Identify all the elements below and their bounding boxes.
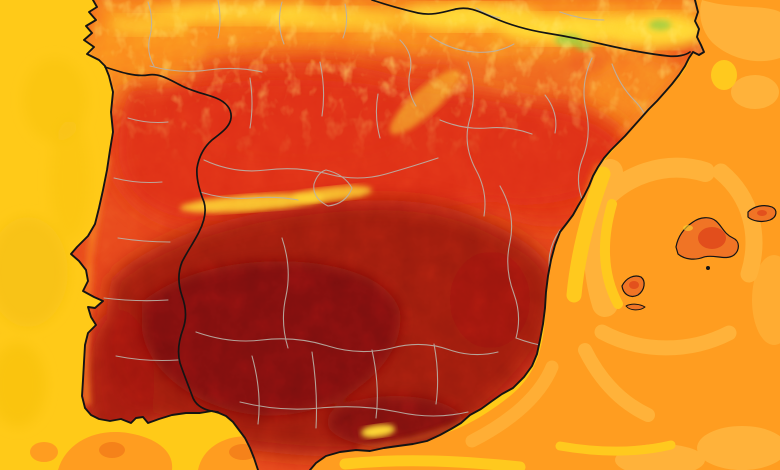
sea-patch (30, 442, 58, 462)
boundary-line (195, 331, 499, 356)
sea-swirl (711, 60, 737, 90)
boundary-line (103, 297, 169, 302)
boundary-line (371, 349, 378, 419)
boundary-line (433, 343, 439, 405)
boundary-line (311, 351, 318, 429)
sea-swirl (578, 343, 655, 422)
boundary-line (466, 61, 486, 217)
boundary-line (439, 119, 533, 135)
sea-swirl-yellow-fills (711, 60, 737, 90)
boundary-line (342, 3, 348, 39)
sea-swirl (731, 75, 779, 109)
island-formentera (625, 303, 646, 311)
boundary-line (217, 0, 221, 39)
boundary-line (281, 237, 289, 349)
mediterranean-coastline (309, 0, 705, 470)
boundary-line (319, 61, 325, 117)
boundary-line (375, 93, 381, 139)
ibiza-core (629, 281, 639, 289)
sea-patch (99, 442, 125, 458)
island-hot-cores (629, 210, 767, 289)
atlantic-coastline (70, 0, 259, 470)
sea-swirl-yellow-arcs (339, 166, 676, 470)
atlantic-shade-patches (0, 58, 90, 427)
boundary-line (149, 65, 263, 73)
sea-swirl-light-fills (615, 0, 780, 470)
mallorca-core (698, 227, 726, 249)
boundary-line (577, 57, 593, 205)
boundary-line (278, 1, 285, 45)
boundary-line (499, 185, 520, 339)
boundary-line (117, 237, 171, 243)
sea-swirl (339, 455, 526, 470)
boundary-line (313, 169, 353, 207)
boundary-line (544, 94, 557, 134)
country-borders (104, 0, 691, 413)
portugal-spain-border (104, 66, 232, 413)
boundary-line (147, 1, 155, 67)
sea-swirl (555, 440, 676, 456)
mountain-speckle (88, 0, 704, 160)
sea-swirl (700, 0, 780, 62)
sea-swirl (600, 199, 623, 309)
boundary-line (249, 77, 253, 129)
coastline (70, 0, 705, 470)
sea-swirl (465, 360, 559, 448)
boundary-line (113, 177, 163, 184)
boundary-line (199, 191, 299, 201)
boundary-line (203, 157, 439, 179)
sea-swirl (752, 255, 780, 345)
sea-swirl (594, 324, 737, 356)
sea-swirl (588, 157, 715, 216)
boundary-line (429, 35, 515, 53)
boundary-line (127, 117, 169, 124)
mallorca-mountain-spot (683, 225, 693, 231)
boundary-line (251, 355, 260, 425)
menorca-core (757, 210, 767, 216)
sea-swirl (697, 426, 780, 470)
sea-swirl (566, 166, 611, 303)
boundary-line (559, 11, 605, 21)
france-spain-border (371, 0, 691, 58)
boundary-line (399, 39, 417, 107)
boundary-line (115, 355, 179, 362)
boundary-line (239, 401, 469, 417)
islet-cabrera (706, 266, 710, 270)
